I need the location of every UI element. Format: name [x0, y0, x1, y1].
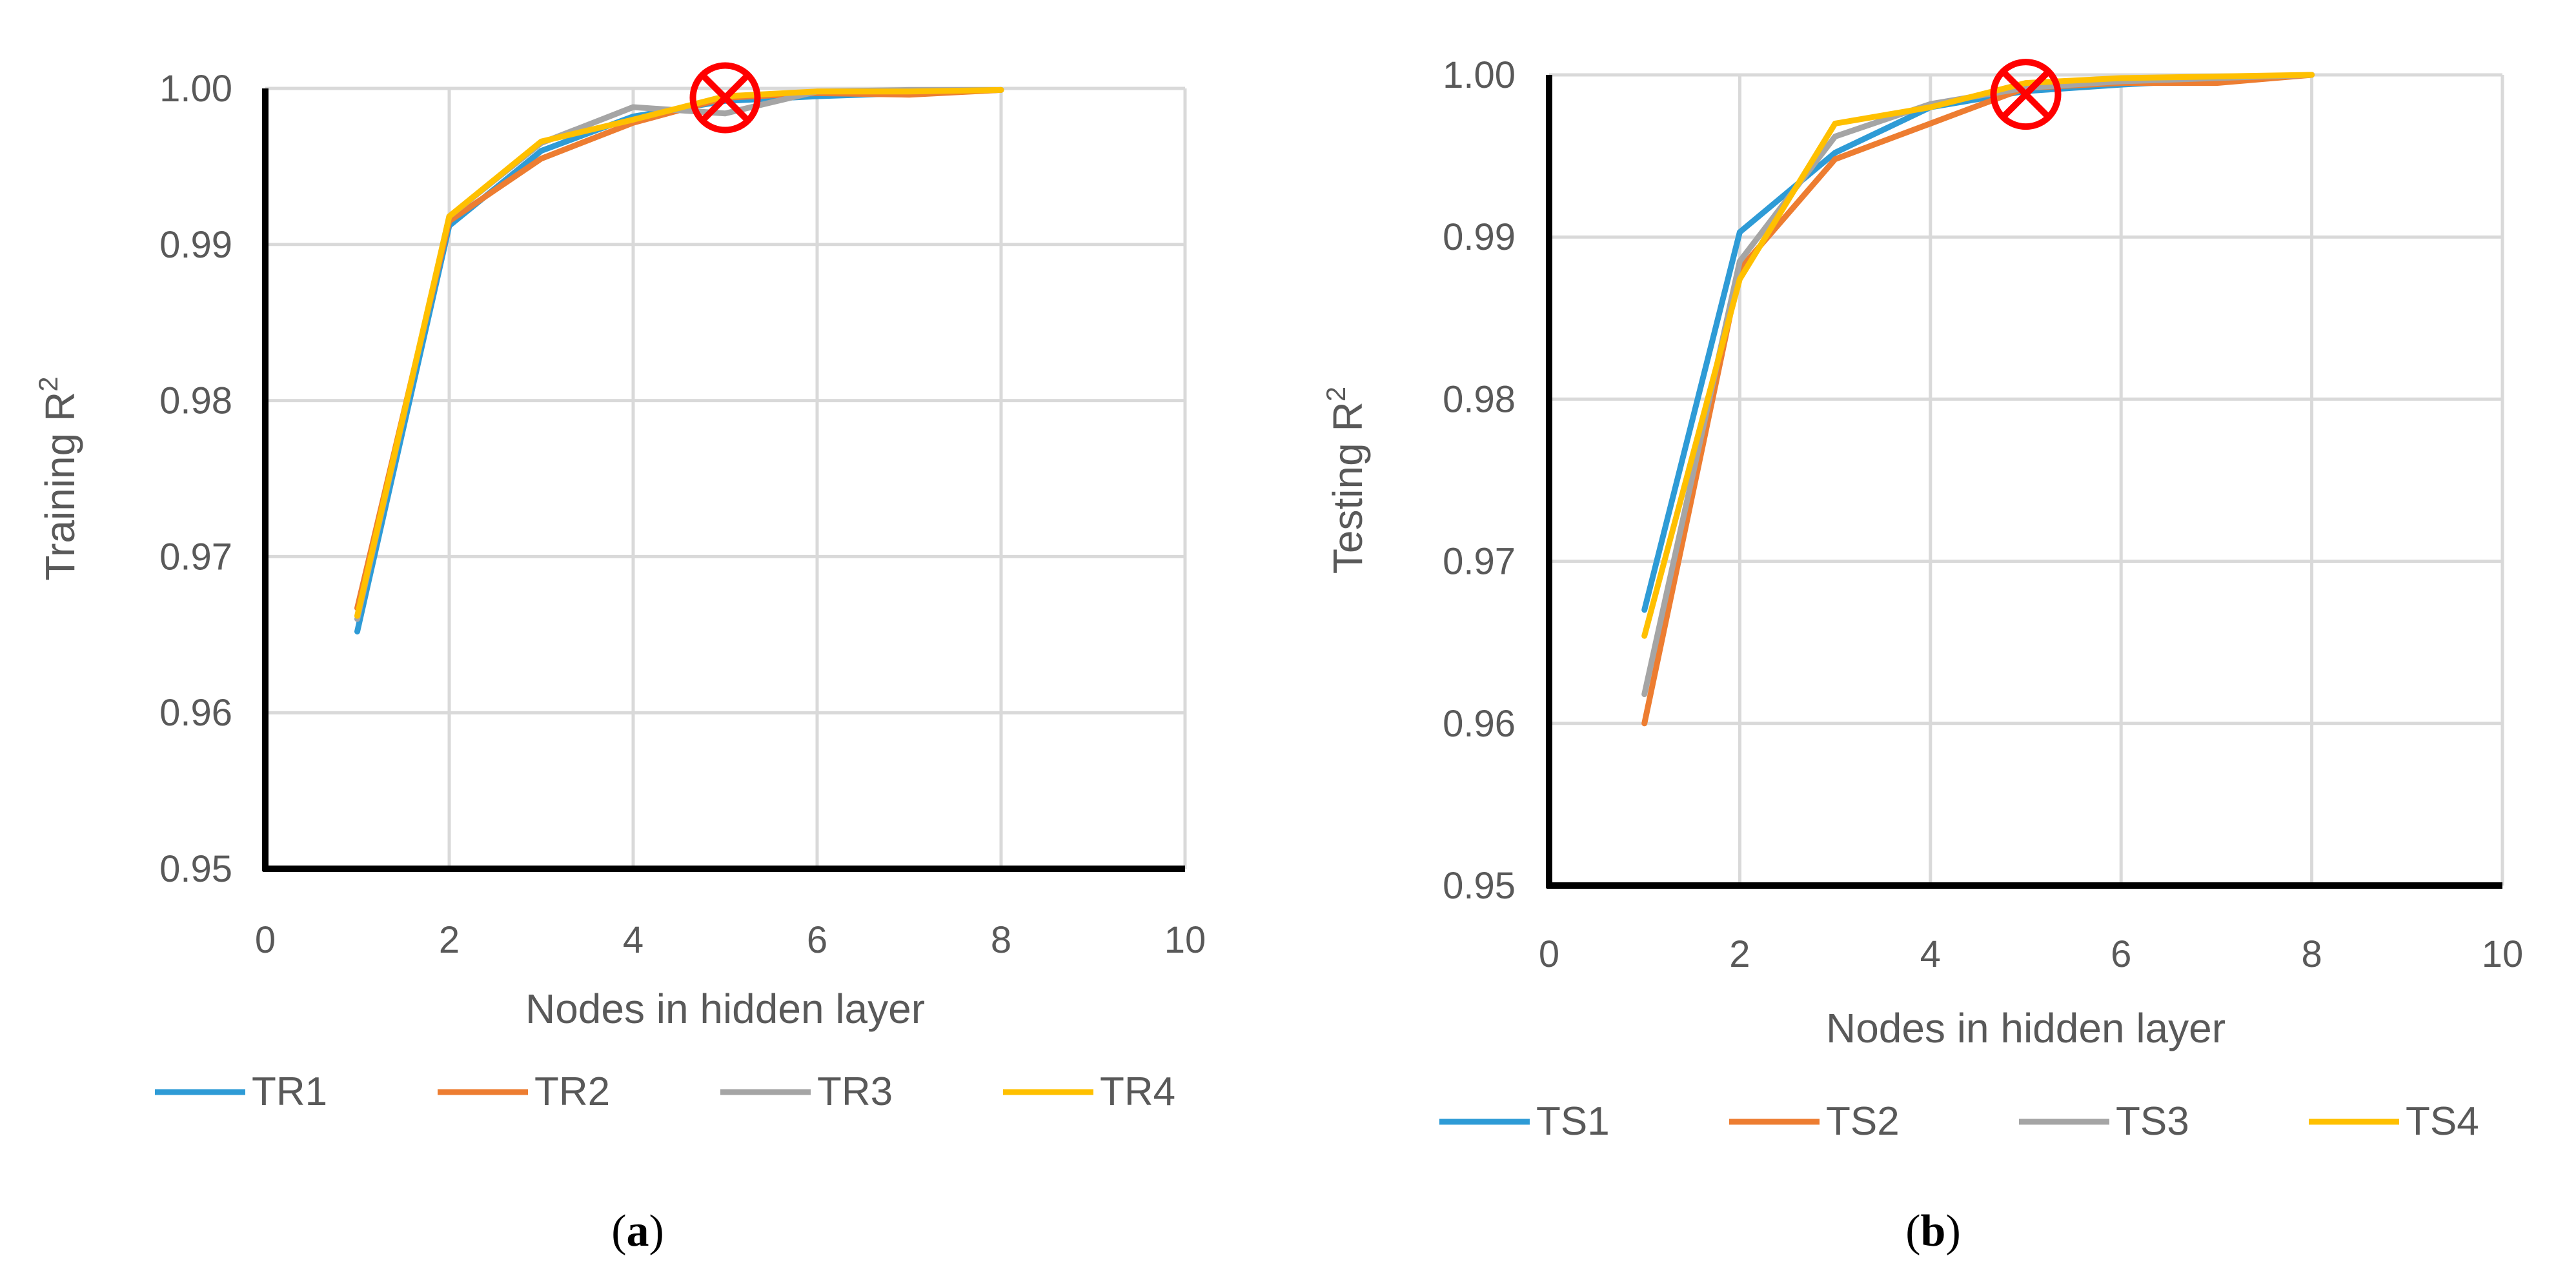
panel-letter: a: [627, 1206, 649, 1256]
x-axis-title: Nodes in hidden layer: [1826, 1005, 2226, 1051]
series-line-ts1: [1641, 72, 2315, 613]
series-line-ts4: [1641, 72, 2315, 639]
legend-item-tr2: TR2: [438, 1069, 610, 1114]
x-tick-label: 4: [623, 919, 644, 961]
y-tick-label: 0.97: [159, 536, 232, 578]
circled-x-marker-icon: [1990, 59, 2062, 130]
y-tick-label: 0.98: [1443, 378, 1516, 420]
legend-item-ts3: TS3: [2019, 1099, 2189, 1144]
legend-label: TR1: [252, 1069, 327, 1114]
y-tick-label: 1.00: [1443, 54, 1516, 96]
chart-panel-b: 0 2 4 6 8 10 0.95 0.96 0.97 0.98 0.99 1.00 Nodes in …: [1321, 54, 2523, 1256]
legend-label: TR4: [1100, 1069, 1175, 1114]
series-line-tr3: [354, 86, 1004, 622]
series-line-tr4: [354, 86, 1004, 619]
marker-cross-stroke: [700, 72, 751, 123]
x-tick-label: 6: [2111, 933, 2131, 975]
y-tick-label: 0.99: [159, 224, 232, 266]
x-tick-label: 6: [807, 919, 827, 961]
marker-circle: [1990, 59, 2062, 130]
x-tick-label: 2: [439, 919, 460, 961]
x-axis-title: Nodes in hidden layer: [525, 986, 925, 1032]
legend-label: TS4: [2406, 1099, 2479, 1144]
x-tick-label: 8: [991, 919, 1011, 961]
legend-label: TS1: [1536, 1099, 1610, 1144]
y-tick-label: 0.96: [159, 692, 232, 734]
y-tick-label: 0.97: [1443, 541, 1516, 583]
legend-item-ts4: TS4: [2309, 1099, 2479, 1144]
panel-letter: b: [1921, 1206, 1946, 1256]
y-axis-title-superscript: 2: [1321, 387, 1351, 401]
legend-item-tr1: TR1: [155, 1069, 327, 1114]
y-tick-label: 0.95: [159, 848, 232, 890]
y-tick-label: 0.98: [159, 380, 232, 422]
legend-item-ts1: TS1: [1439, 1099, 1610, 1144]
x-tick-label: 8: [2301, 933, 2322, 975]
series-line-tr1: [354, 86, 1004, 634]
marker-cross-stroke: [2000, 69, 2051, 119]
y-tick-label: 0.99: [1443, 216, 1516, 258]
legend-label: TS3: [2116, 1099, 2189, 1144]
x-tick-label: 0: [255, 919, 276, 961]
legend-item-tr4: TR4: [1003, 1069, 1175, 1114]
legend-label: TR2: [534, 1069, 610, 1114]
y-tick-label: 1.00: [159, 68, 232, 110]
y-axis-title-superscript: 2: [33, 376, 63, 391]
marker-circle: [689, 62, 761, 134]
panel-label: (b): [1905, 1206, 1961, 1256]
x-tick-label: 10: [1164, 919, 1206, 961]
x-tick-label: 0: [1539, 933, 1559, 975]
x-tick-label: 2: [1729, 933, 1750, 975]
legend-label: TS2: [1826, 1099, 1900, 1144]
y-axis-title: Testing R2: [1321, 387, 1371, 574]
chart-panel-a: 0 2 4 6 8 10 0.95 0.96 0.97 0.98 0.99 1.00 Nodes in …: [33, 62, 1206, 1256]
y-tick-label: 0.96: [1443, 703, 1516, 745]
legend-item-tr3: TR3: [720, 1069, 893, 1114]
series-line-ts3: [1641, 72, 2315, 698]
legend-item-ts2: TS2: [1729, 1099, 1900, 1144]
series-line-tr2: [354, 86, 1004, 611]
x-tick-label: 10: [2482, 933, 2524, 975]
y-axis-title: Training R2: [33, 376, 83, 580]
legend-label: TR3: [817, 1069, 893, 1114]
circled-x-marker-icon: [689, 62, 761, 134]
panel-label: (a): [611, 1206, 664, 1256]
x-tick-label: 4: [1920, 933, 1941, 975]
y-tick-label: 0.95: [1443, 865, 1516, 907]
